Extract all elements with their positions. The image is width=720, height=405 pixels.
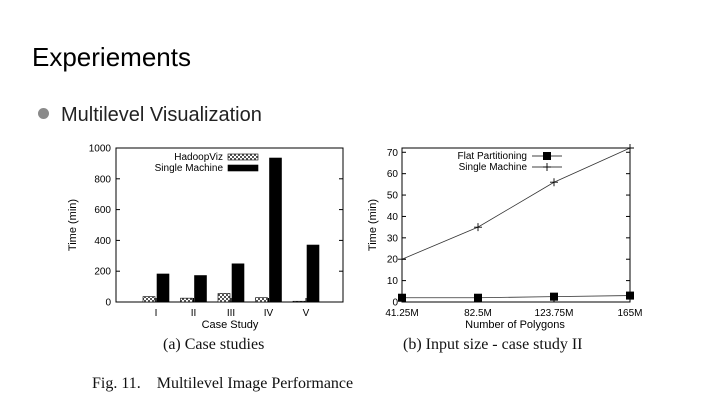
y-axis-label: Time (min) [367, 199, 379, 251]
y-tick-label: 60 [387, 169, 399, 180]
y-tick-label: 800 [94, 174, 111, 185]
bar-single-machine [231, 263, 245, 303]
marker-flat-partitioning [474, 293, 482, 302]
bar-hadoopviz [292, 300, 306, 303]
plot-frame [401, 147, 631, 303]
legend-label: Single Machine [155, 163, 224, 174]
y-tick-label: 0 [105, 298, 111, 309]
line-single-machine [401, 147, 631, 260]
y-tick-label: 40 [387, 212, 399, 223]
marker-flat-partitioning [398, 293, 406, 302]
figure-caption: Fig. 11. Multilevel Image Performance [92, 375, 354, 392]
bar-single-machine [306, 244, 320, 303]
x-tick-label: II [191, 308, 197, 319]
subcaption-b: (b) Input size - case study II [403, 336, 583, 353]
legend-label: Single Machine [459, 162, 528, 173]
input-size-line-chart: 0 10 20 30 40 50 60 70 41.25M 82.5M 123.75M 165M F… [367, 144, 643, 331]
x-tick-label: IV [264, 308, 274, 319]
y-tick-label: 0 [392, 298, 398, 309]
bar-hadoopviz [217, 293, 231, 303]
slide-title: Experiements [32, 42, 191, 72]
x-axis-label: Case Study [202, 319, 259, 331]
legend-marker-flat-partitioning [543, 152, 551, 160]
marker-single-machine [550, 178, 558, 187]
bar-single-machine [269, 157, 282, 303]
bullet-dot-icon [38, 108, 49, 119]
line-flat-partitioning [402, 295, 631, 299]
marker-single-machine [398, 255, 406, 264]
legend-swatch-single-machine [227, 164, 259, 172]
y-tick-label: 1000 [89, 144, 112, 155]
x-tick-label: I [155, 308, 158, 319]
legend-label: HadoopViz [174, 152, 223, 163]
y-tick-label: 400 [94, 236, 111, 247]
y-tick-label: 200 [94, 267, 111, 278]
x-tick-label: 41.25M [385, 308, 418, 319]
marker-flat-partitioning [626, 291, 634, 300]
legend-label: Flat Partitioning [458, 151, 527, 162]
x-tick-label: 165M [617, 308, 642, 319]
y-tick-label: 600 [94, 205, 111, 216]
bar-single-machine [156, 273, 170, 303]
y-tick-label: 20 [387, 255, 399, 266]
bar-hadoopviz [142, 296, 156, 303]
x-tick-label: III [227, 308, 235, 319]
marker-single-machine [474, 223, 482, 232]
x-axis-label: Number of Polygons [465, 319, 565, 331]
y-tick-label: 70 [387, 148, 399, 159]
bar-hadoopviz [255, 297, 268, 303]
bar-hadoopviz [180, 297, 193, 303]
subcaption-a: (a) Case studies [163, 336, 265, 353]
y-axis-label: Time (min) [67, 199, 79, 251]
y-tick-label: 10 [387, 276, 399, 287]
x-tick-label: 123.75M [535, 308, 574, 319]
bullet-item: Multilevel Visualization [38, 104, 262, 127]
bullet-text: Multilevel Visualization [61, 104, 262, 126]
legend-marker-single-machine [543, 163, 551, 171]
bar-single-machine [194, 275, 207, 303]
marker-flat-partitioning [550, 292, 558, 301]
y-tick-label: 50 [387, 191, 399, 202]
legend-swatch-hadoopviz [227, 153, 259, 161]
x-tick-label: 82.5M [464, 308, 492, 319]
x-tick-label: V [303, 308, 310, 319]
y-tick-label: 30 [387, 233, 399, 244]
marker-single-machine [626, 144, 634, 152]
